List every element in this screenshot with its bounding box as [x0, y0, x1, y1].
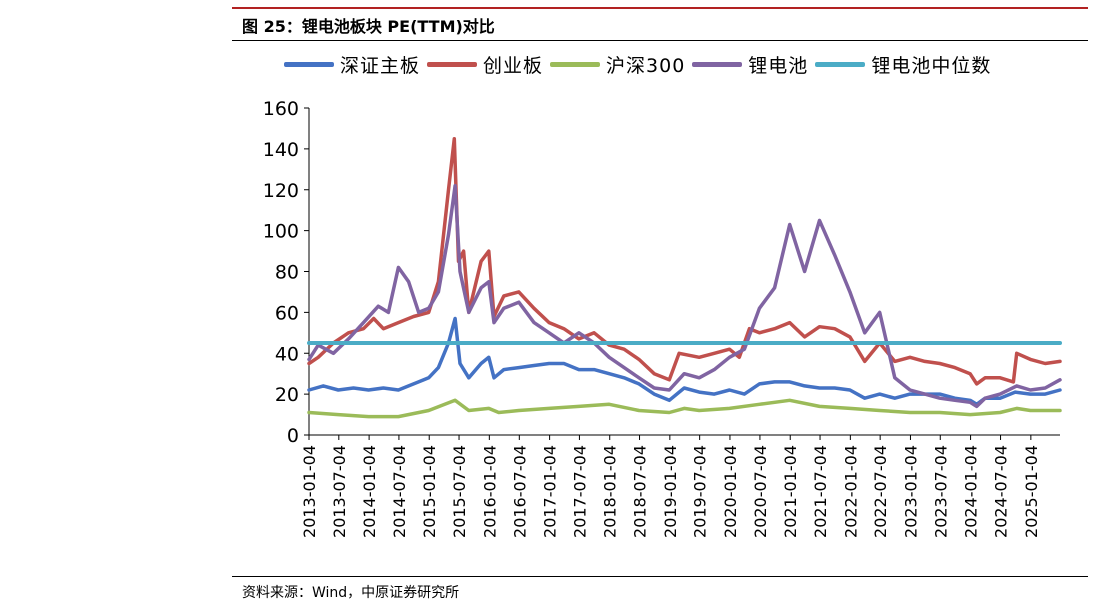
- x-tick-label-8: 2017-01-04: [541, 445, 560, 538]
- top-rule: [232, 7, 1088, 9]
- x-tick-label-20: 2023-01-04: [901, 445, 920, 538]
- x-tick-label-6: 2016-01-04: [480, 445, 499, 538]
- legend-label-3: 锂电池: [748, 54, 809, 77]
- figure-title: 图 25：锂电池板块 PE(TTM)对比: [242, 17, 495, 36]
- x-tick-label-2: 2014-01-04: [360, 445, 379, 538]
- y-tick-label-2: 40: [275, 343, 299, 365]
- legend-swatch-2: [550, 61, 601, 67]
- y-tick-label-0: 0: [287, 425, 299, 447]
- x-tick-label-17: 2021-07-04: [811, 445, 830, 538]
- x-tick-label-9: 2017-07-04: [570, 445, 589, 538]
- chart-legend: 深证主板 创业板 沪深300 锂电池 锂电池中位数: [284, 50, 998, 78]
- x-tick-label-23: 2024-07-04: [992, 445, 1011, 538]
- y-tick-label-3: 60: [275, 302, 299, 324]
- x-tick-label-12: 2019-01-04: [661, 445, 680, 538]
- series-line-3: [307, 183, 1062, 409]
- series-line-0: [307, 316, 1062, 407]
- x-tick-label-1: 2013-07-04: [330, 445, 349, 538]
- legend-label-2: 沪深300: [606, 54, 686, 77]
- legend-item-4: 锂电池中位数: [815, 51, 991, 78]
- x-tick-label-13: 2019-07-04: [691, 445, 710, 538]
- y-tick-label-7: 140: [263, 139, 299, 161]
- y-tick-label-5: 100: [263, 221, 299, 243]
- pe-line-chart: 0 20 40 60 80 100 120 140 160 2013-01-04 2013-07-0…: [263, 98, 1062, 538]
- x-tick-label-21: 2023-07-04: [931, 445, 950, 538]
- x-tick-label-18: 2022-01-04: [841, 445, 860, 538]
- y-tick-label-4: 80: [275, 262, 299, 284]
- legend-swatch-3: [692, 61, 743, 67]
- legend-label-4: 锂电池中位数: [871, 54, 992, 77]
- x-tick-label-16: 2021-01-04: [781, 445, 800, 538]
- title-rule: [232, 40, 1088, 41]
- x-tick-label-7: 2016-07-04: [510, 445, 529, 538]
- series-line-1: [307, 136, 1062, 386]
- x-tick-label-22: 2024-01-04: [962, 445, 981, 538]
- legend-swatch-4: [815, 61, 866, 67]
- y-tick-label-1: 20: [275, 384, 299, 406]
- legend-item-1: 创业板: [427, 51, 543, 78]
- x-tick-label-15: 2020-07-04: [751, 445, 770, 538]
- x-tick-label-19: 2022-07-04: [871, 445, 890, 538]
- x-tick-label-4: 2015-01-04: [420, 445, 439, 538]
- legend-item-3: 锂电池: [692, 51, 808, 78]
- source-rule: [232, 576, 1088, 577]
- y-tick-label-8: 160: [263, 98, 299, 120]
- legend-item-2: 沪深300: [550, 51, 685, 78]
- legend-label-0: 深证主板: [340, 54, 421, 77]
- legend-item-0: 深证主板: [284, 51, 420, 78]
- x-tick-label-3: 2014-07-04: [390, 445, 409, 538]
- legend-swatch-1: [427, 61, 478, 67]
- x-tick-label-11: 2018-07-04: [631, 445, 650, 538]
- x-tick-label-10: 2018-01-04: [601, 445, 620, 538]
- source-note: 资料来源：Wind，中原证券研究所: [242, 585, 460, 601]
- y-tick-label-6: 120: [263, 180, 299, 202]
- x-tick-label-5: 2015-07-04: [450, 445, 469, 538]
- x-tick-label-14: 2020-01-04: [721, 445, 740, 538]
- legend-swatch-0: [284, 61, 334, 67]
- legend-label-1: 创业板: [483, 54, 544, 77]
- x-tick-label-0: 2013-01-04: [300, 445, 319, 538]
- series-line-2: [307, 398, 1062, 419]
- x-tick-label-24: 2025-01-04: [1022, 445, 1041, 538]
